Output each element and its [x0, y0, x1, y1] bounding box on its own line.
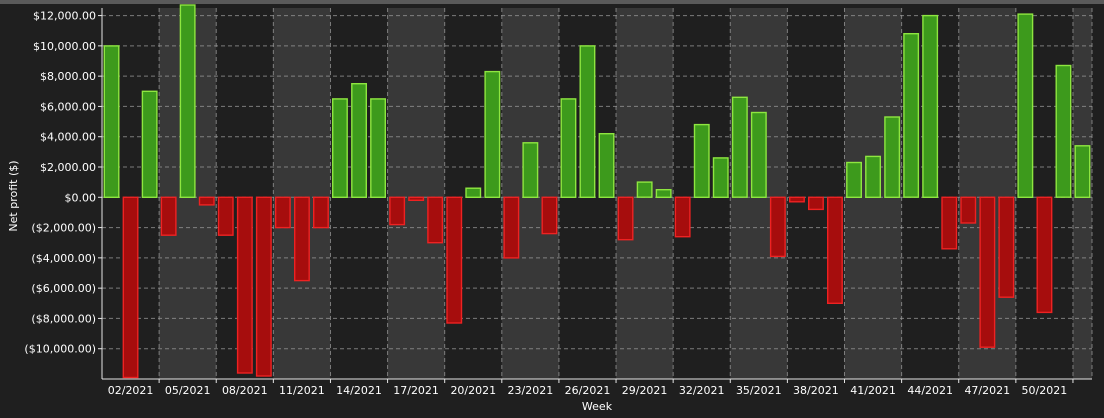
bar-05/2021 — [179, 4, 196, 199]
x-tick-label: 02/2021 — [108, 384, 154, 397]
bar-17/2021 — [408, 196, 425, 202]
bar-04/2021 — [160, 196, 177, 236]
bar-01/2021 — [103, 45, 120, 198]
y-tick-label: $4,000.00 — [40, 131, 96, 144]
bar-41/2021 — [865, 155, 881, 198]
axes — [98, 8, 1092, 383]
bars — [103, 4, 1091, 379]
bar-26/2021 — [579, 45, 596, 198]
y-tick-label: ($8,000.00) — [31, 312, 96, 325]
x-tick-label: 26/2021 — [565, 384, 611, 397]
x-tick-label: 20/2021 — [450, 384, 496, 397]
bar-07/2021 — [217, 196, 234, 236]
y-axis-title: Net profit ($) — [7, 160, 20, 231]
bar-27/2021 — [598, 132, 615, 198]
x-tick-label: 29/2021 — [622, 384, 668, 397]
bar-20/2021 — [465, 187, 482, 198]
bar-34/2021 — [731, 96, 748, 198]
bar-09/2021 — [255, 196, 272, 377]
bar-45/2021 — [941, 196, 958, 250]
bar-52/2021 — [1074, 145, 1091, 199]
x-tick-label: 08/2021 — [222, 384, 268, 397]
bar-43/2021 — [903, 33, 920, 198]
y-tick-label: ($6,000.00) — [31, 282, 96, 295]
y-tick-label: $0.00 — [65, 191, 97, 204]
bar-08/2021 — [236, 196, 253, 374]
bar-49/2021 — [1017, 13, 1034, 198]
bar-25/2021 — [560, 98, 577, 199]
week-band — [273, 8, 331, 379]
bar-46/2021 — [960, 196, 977, 224]
bar-32/2021 — [693, 123, 710, 198]
bar-21/2021 — [484, 70, 501, 198]
bar-28/2021 — [617, 196, 634, 241]
bar-16/2021 — [389, 196, 406, 226]
x-tick-label: 11/2021 — [279, 384, 325, 397]
bar-13/2021 — [332, 98, 348, 199]
bar-06/2021 — [198, 196, 215, 206]
bar-18/2021 — [427, 196, 444, 244]
y-tick-label: ($2,000.00) — [31, 222, 96, 235]
y-tick-label: $8,000.00 — [40, 70, 96, 83]
bar-37/2021 — [789, 196, 805, 203]
x-tick-label: 38/2021 — [793, 384, 839, 397]
bar-36/2021 — [769, 196, 786, 258]
bar-10/2021 — [274, 196, 291, 229]
bar-50/2021 — [1036, 196, 1053, 314]
y-tick-label: $10,000.00 — [33, 40, 96, 53]
bar-47/2021 — [979, 196, 996, 348]
bar-24/2021 — [541, 196, 558, 235]
bar-02/2021 — [122, 196, 139, 379]
x-tick-label: 47/2021 — [964, 384, 1010, 397]
bar-39/2021 — [827, 196, 843, 305]
bar-51/2021 — [1055, 64, 1072, 198]
x-tick-label: 35/2021 — [736, 384, 782, 397]
bar-48/2021 — [998, 196, 1015, 298]
y-tick-label: $6,000.00 — [40, 100, 96, 113]
x-tick-label: 44/2021 — [907, 384, 953, 397]
y-tick-label: $2,000.00 — [40, 161, 96, 174]
x-tick-label: 50/2021 — [1022, 384, 1068, 397]
bar-15/2021 — [370, 98, 386, 199]
bar-44/2021 — [922, 14, 939, 198]
x-tick-label: 17/2021 — [393, 384, 439, 397]
bar-11/2021 — [294, 196, 310, 282]
bar-38/2021 — [808, 196, 824, 211]
bar-42/2021 — [884, 116, 901, 199]
x-tick-labels: 02/2021 05/2021 08/2021 11/2021 14/2021 17/20… — [108, 384, 1068, 397]
week-band-stripes — [159, 8, 1092, 379]
week-band — [387, 8, 445, 379]
bar-29/2021 — [636, 181, 653, 198]
x-tick-label: 32/2021 — [679, 384, 725, 397]
y-tick-label: ($10,000.00) — [24, 343, 96, 356]
x-tick-label: 41/2021 — [850, 384, 896, 397]
x-tick-label: 14/2021 — [336, 384, 382, 397]
bar-33/2021 — [712, 157, 729, 198]
bar-03/2021 — [141, 90, 158, 199]
bar-30/2021 — [655, 188, 672, 198]
bar-23/2021 — [522, 142, 539, 199]
x-axis-title: Week — [582, 400, 613, 413]
bar-31/2021 — [674, 196, 691, 238]
y-tick-labels: $12,000.00 $10,000.00 $8,000.00 $6,000.00 $4… — [24, 10, 96, 356]
bar-12/2021 — [313, 196, 329, 229]
bar-35/2021 — [750, 111, 767, 199]
y-tick-label: ($4,000.00) — [31, 252, 96, 265]
bar-40/2021 — [846, 161, 862, 198]
bar-19/2021 — [446, 196, 463, 324]
bar-14/2021 — [351, 82, 367, 198]
x-tick-label: 05/2021 — [165, 384, 211, 397]
x-tick-label: 23/2021 — [508, 384, 554, 397]
bar-22/2021 — [503, 196, 520, 259]
y-tick-label: $12,000.00 — [33, 10, 96, 23]
window-top-strip — [0, 0, 1104, 4]
